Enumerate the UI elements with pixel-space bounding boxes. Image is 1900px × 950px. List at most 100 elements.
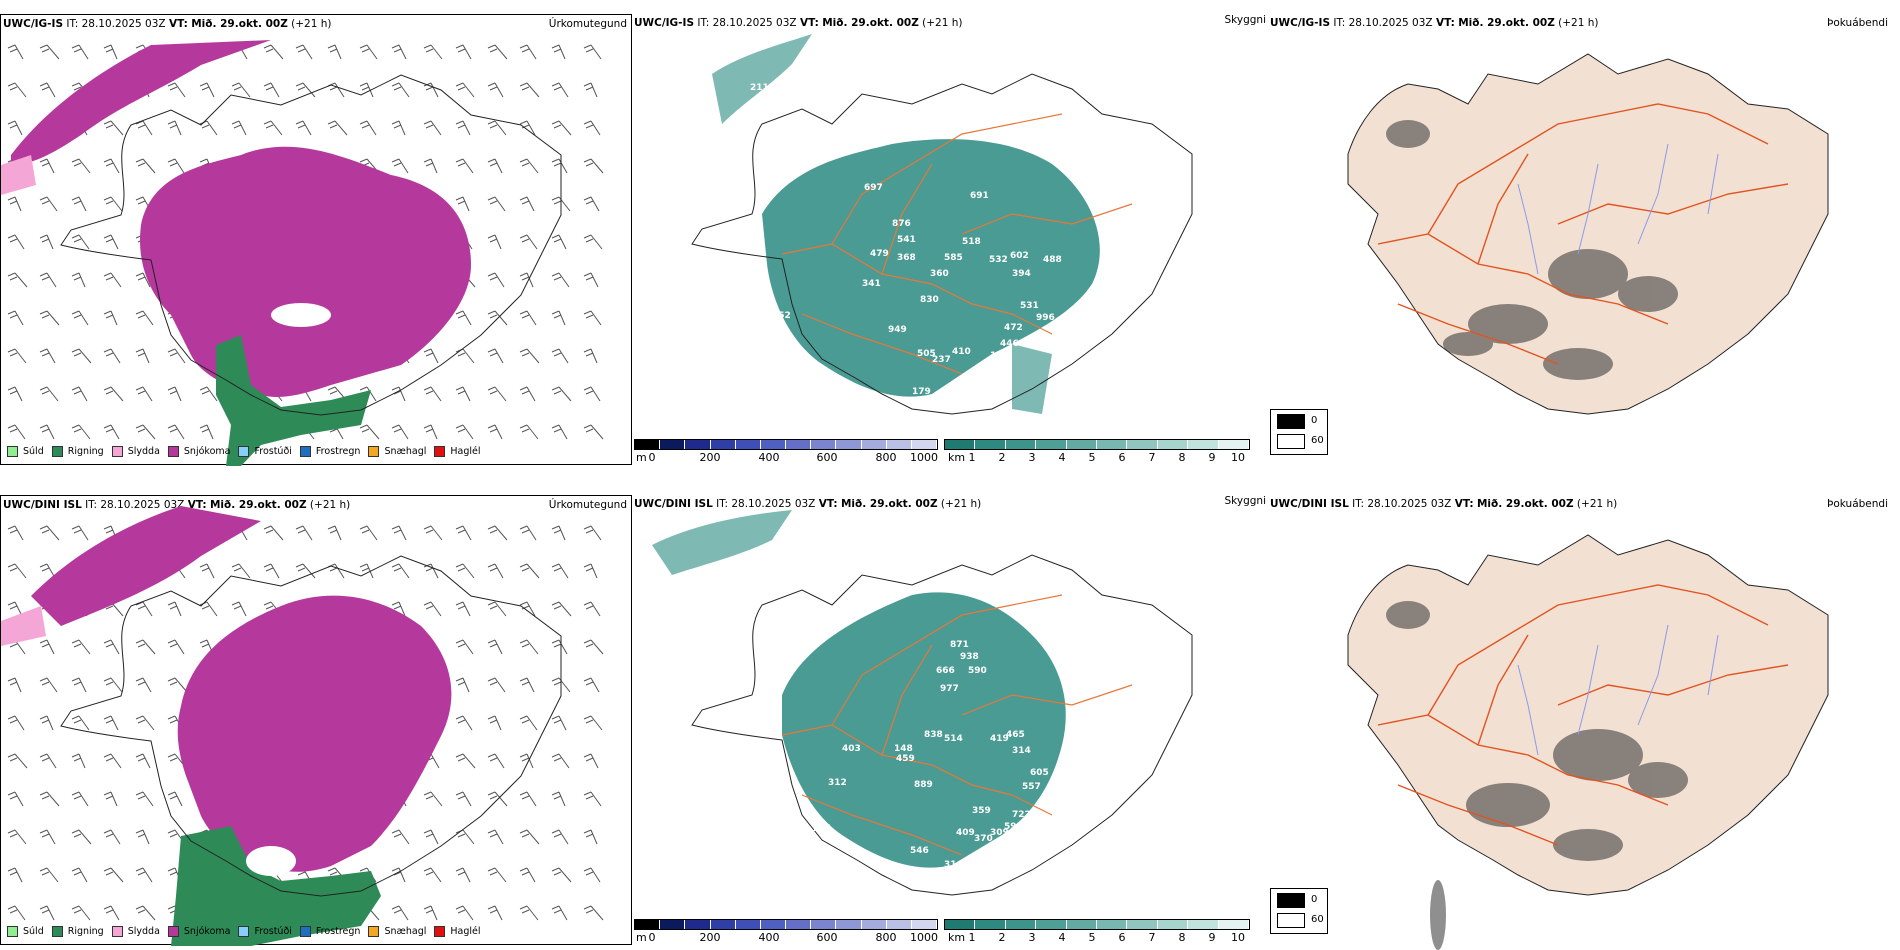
legend-item: Súld	[7, 446, 44, 457]
height-label: 871	[950, 640, 969, 650]
wind-barb	[519, 867, 536, 883]
wind-barb	[295, 120, 312, 136]
wind-barb	[39, 424, 55, 440]
visibility-colorbar: km 1 2 3 4 5 6 7 8 9 10	[944, 919, 1250, 944]
height-label: 368	[897, 253, 916, 263]
legend-item: Frostregn	[299, 926, 360, 937]
panel-title-fog: Þokuábendi	[1827, 17, 1888, 29]
swatch-drizzle	[7, 926, 18, 937]
wind-barb	[7, 196, 22, 212]
wind-barb	[519, 348, 540, 364]
legend-item: Snjókoma	[167, 926, 230, 937]
height-label: 472	[1004, 323, 1023, 333]
visibility-map-top: 211 108 119 389 697 691 876 541 518 479 …	[691, 34, 1193, 415]
wind-barb	[39, 715, 54, 731]
colorbar-cell	[735, 440, 761, 449]
snow-nw	[31, 506, 261, 626]
wind-barb	[167, 158, 185, 174]
iceland-outline	[60, 555, 562, 897]
wind-barb	[583, 82, 598, 98]
wind-barb	[423, 120, 442, 136]
wind-barb	[551, 82, 569, 98]
wind-barb	[583, 715, 603, 731]
wind-barb	[7, 677, 22, 693]
wind-barb	[551, 601, 572, 617]
wind-barb	[519, 753, 534, 769]
legend-item: Slydda	[111, 926, 160, 937]
height-label: 455	[1050, 325, 1069, 335]
height-label: 447	[772, 544, 791, 554]
wind-barb	[39, 196, 58, 212]
colorbar-cell	[1218, 440, 1250, 449]
swatch-snow-grains	[368, 926, 380, 937]
colorbar-cell	[760, 440, 787, 449]
rain-south	[171, 826, 381, 946]
colorbar-cell	[760, 920, 787, 929]
wind-barb	[391, 386, 406, 402]
wind-barb	[103, 867, 124, 883]
wind-barb	[71, 753, 86, 769]
wind-barb	[487, 310, 508, 326]
wind-barb	[583, 791, 602, 807]
colorbar-cell	[710, 920, 736, 929]
wind-barb	[551, 905, 568, 921]
wind-barb	[455, 791, 472, 807]
wind-barb	[167, 348, 186, 364]
wind-barb	[7, 867, 23, 883]
wind-barb	[391, 829, 410, 845]
fog-swatch-60	[1277, 434, 1305, 449]
sleet-w	[1, 606, 46, 646]
colorbar-cell	[811, 440, 837, 449]
wind-barb	[519, 601, 536, 617]
legend-item: Súld	[7, 926, 44, 937]
height-label: 977	[940, 684, 959, 694]
wind-barb	[423, 348, 439, 364]
panel-title-visibility: Skyggni	[1224, 14, 1267, 26]
wind-barb	[519, 905, 539, 921]
wind-barb	[103, 196, 123, 212]
wind-barb	[71, 424, 91, 440]
wind-barb	[583, 867, 601, 883]
wind-barb	[455, 158, 474, 174]
wind-barb	[103, 791, 118, 807]
wind-barb	[71, 196, 87, 212]
height-label: 546	[910, 846, 929, 856]
wind-barb	[455, 563, 475, 579]
height-label: 394	[1012, 269, 1031, 279]
wind-barb	[423, 867, 442, 883]
wind-barb	[487, 158, 503, 174]
wind-barb	[199, 82, 215, 98]
wind-barb	[7, 791, 24, 807]
wind-barb	[519, 234, 538, 250]
wind-barb	[39, 44, 60, 60]
swatch-rain	[51, 926, 63, 937]
wind-barb	[71, 715, 90, 731]
wind-barb	[455, 424, 474, 440]
colorbar-cell	[1097, 440, 1128, 449]
wind-barb	[583, 639, 604, 655]
height-label: 767	[812, 824, 831, 834]
wind-barb	[135, 120, 153, 136]
height-label: 594	[1004, 822, 1023, 832]
colorbar-cell	[1188, 920, 1219, 929]
wind-barb	[455, 715, 473, 731]
height-label: 237	[932, 355, 951, 365]
height-label: 280	[934, 872, 953, 882]
wind-barb	[327, 44, 342, 60]
wind-barb	[135, 348, 150, 364]
wind-barb	[135, 424, 156, 440]
height-label: 605	[1030, 768, 1049, 778]
legend-item: Haglél	[434, 926, 481, 937]
wind-barb	[263, 525, 284, 541]
roads	[1377, 103, 1789, 365]
wind-barb	[39, 348, 56, 364]
panel-header: UWC/IG-IS IT: 28.10.2025 03Z VT: Mið. 29…	[1270, 17, 1599, 29]
wind-barb	[103, 715, 119, 731]
legend-item: Frostregn	[299, 446, 360, 457]
wind-barb	[551, 120, 572, 136]
wind-barb	[487, 424, 503, 440]
wind-barb	[423, 44, 443, 60]
wind-barb	[487, 272, 505, 288]
colorbar-cell	[975, 440, 1006, 449]
height-label: 370	[974, 834, 993, 844]
